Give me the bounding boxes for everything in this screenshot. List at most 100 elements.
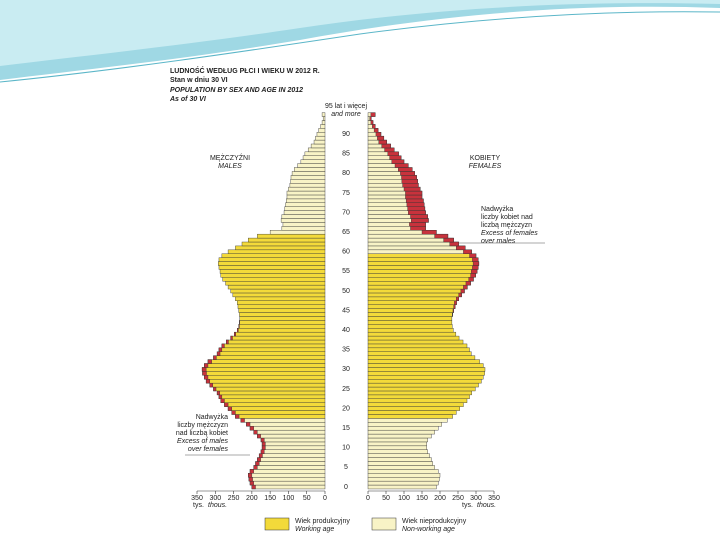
bar [234, 331, 326, 337]
bar [289, 182, 326, 188]
bar [248, 477, 326, 482]
bar [202, 371, 326, 376]
excess-bar [230, 335, 233, 341]
excess-bar [213, 386, 217, 392]
bar [281, 214, 326, 219]
excess-bar [251, 484, 256, 490]
bar [201, 367, 326, 372]
annotation-en: Excess of females [481, 230, 538, 237]
excess-bar [411, 218, 429, 223]
x-tick-label: 300 [209, 495, 221, 502]
bar [257, 433, 326, 439]
bar [320, 124, 326, 129]
legend-swatch [264, 517, 290, 531]
x-unit-right: tys. [462, 502, 473, 509]
x-unit-right-en: thous. [477, 502, 496, 509]
excess-bar [234, 331, 236, 337]
bar [232, 292, 326, 298]
excess-bar [249, 469, 254, 474]
bar [367, 477, 440, 482]
legend-label: Wiek nieprodukcyjny [402, 518, 467, 525]
excess-bar [401, 179, 418, 184]
excess-bar [403, 186, 421, 192]
excess-bar [463, 284, 468, 290]
age-label: 95 lat i więcej [325, 103, 367, 110]
excess-bar [221, 343, 225, 349]
annotation: liczby mężczyzn [177, 422, 228, 429]
bar [282, 222, 326, 227]
bar [221, 343, 326, 349]
bar [367, 426, 439, 431]
excess-bar [373, 128, 379, 133]
bar [251, 484, 326, 490]
excess-bar [220, 398, 225, 403]
excess-bar [207, 359, 212, 364]
bar [367, 382, 479, 388]
excess-bar [240, 418, 245, 423]
bar [367, 261, 480, 266]
males-label: MĘŻCZYŹNI [210, 153, 250, 162]
annotation: Nadwyżka [196, 414, 228, 421]
bar [290, 179, 326, 184]
excess-bar [255, 461, 260, 466]
bar [216, 351, 326, 356]
excess-bar [375, 132, 382, 137]
bar [249, 426, 326, 431]
annotation: nad liczbą kobiet [176, 430, 228, 437]
bar [227, 249, 326, 254]
age-label: 0 [344, 484, 348, 491]
excess-bar [407, 206, 426, 211]
excess-bar [387, 151, 399, 156]
bar [239, 316, 326, 321]
bar [218, 261, 326, 266]
x-tick-label: 100 [283, 495, 295, 502]
age-label: 10 [342, 445, 350, 452]
chart-subtitle-en: As of 30 VI [169, 96, 207, 103]
bar [219, 269, 326, 274]
x-tick-label: 200 [246, 495, 258, 502]
bar [367, 343, 468, 349]
bar [367, 398, 468, 403]
bar [367, 281, 471, 286]
excess-bar [400, 171, 415, 176]
annotation-en: Excess of males [177, 438, 228, 445]
bar [284, 206, 326, 211]
bar [367, 457, 432, 462]
excess-bar [231, 410, 236, 415]
excess-bar [472, 261, 480, 266]
chart: LUDNOŚĆ WEDŁUG PŁCI I WIEKU W 2012 R. St… [169, 66, 545, 509]
excess-bar [384, 147, 395, 153]
bar [367, 245, 466, 251]
bar [235, 296, 326, 302]
bar [253, 429, 326, 435]
bar [218, 347, 326, 352]
x-tick-label: 150 [264, 495, 276, 502]
age-label: 50 [342, 288, 350, 295]
bar [220, 398, 326, 403]
excess-bar [381, 143, 391, 149]
excess-bar [226, 339, 229, 345]
chart-title-en: POPULATION BY SEX AND AGE IN 2012 [170, 87, 303, 94]
age-label: 35 [342, 347, 350, 354]
x-tick-label: 350 [488, 495, 500, 502]
excess-bar [224, 402, 229, 407]
bar [367, 394, 470, 400]
excess-bar [218, 394, 223, 400]
age-label: 5 [344, 464, 348, 471]
bar [260, 437, 326, 443]
excess-bar [454, 300, 457, 305]
age-label: 40 [342, 327, 350, 334]
bar [367, 320, 453, 325]
bar [288, 186, 326, 192]
bar [367, 449, 428, 454]
females-label-en: FEMALES [469, 163, 502, 170]
legend-label: Wiek produkcyjny [295, 518, 350, 525]
bar [367, 480, 439, 486]
bar [238, 308, 326, 313]
age-label: 70 [342, 209, 350, 216]
age-label: 25 [342, 386, 350, 393]
decor-swoosh-light [0, 0, 720, 66]
x-tick-label: 250 [228, 495, 240, 502]
females-label: KOBIETY [470, 155, 501, 162]
